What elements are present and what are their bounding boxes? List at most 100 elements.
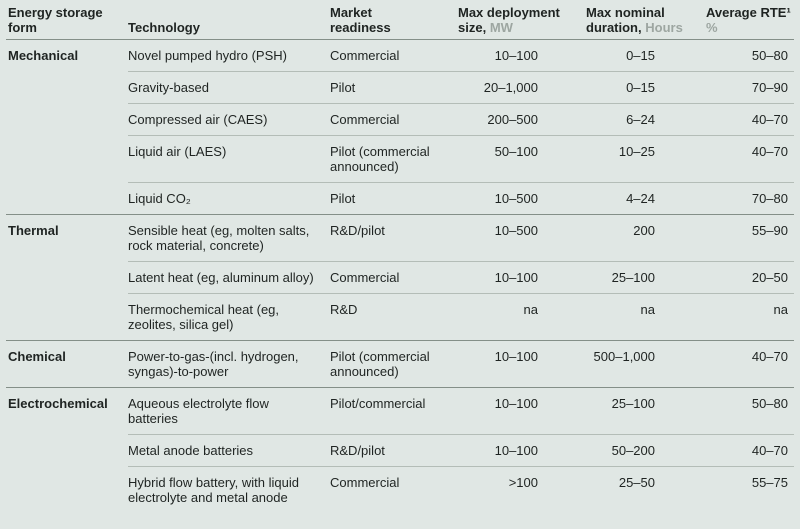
energy-storage-form-cell — [6, 466, 128, 513]
header-line2: readiness — [330, 20, 391, 35]
market-readiness-cell: Pilot — [330, 71, 446, 103]
table-row: Latent heat (eg, aluminum alloy) Commerc… — [6, 261, 794, 293]
col-header-market-readiness: Market readiness — [330, 5, 446, 35]
technology-cell: Latent heat (eg, aluminum alloy) — [128, 261, 330, 293]
max-deployment-size-cell: 20–1,000 — [446, 71, 546, 103]
average-rte-cell: 70–90 — [662, 71, 794, 103]
table-row: Compressed air (CAES) Commercial 200–500… — [6, 103, 794, 135]
max-deployment-size-cell: na — [446, 293, 546, 340]
technology-cell: Thermochemical heat (eg, zeolites, silic… — [128, 293, 330, 340]
average-rte-cell: 55–90 — [751, 223, 788, 238]
market-readiness-cell: Commercial — [330, 103, 446, 135]
table-section: Mechanical Novel pumped hydro (PSH) Comm… — [6, 39, 794, 214]
max-nominal-duration-cell: 0–15 — [546, 71, 662, 103]
technology-cell: Metal anode batteries — [128, 434, 330, 466]
energy-storage-form-cell: Electrochemical — [8, 396, 108, 411]
header-line2: duration, — [586, 20, 642, 35]
max-nominal-duration-cell: 6–24 — [546, 103, 662, 135]
col-header-max-deployment-size: Max deployment size, MW — [446, 5, 560, 35]
table-row: Chemical Power-to-gas-(incl. hydrogen, s… — [6, 341, 794, 387]
energy-storage-form-cell — [6, 182, 128, 214]
max-deployment-size-cell: 50–100 — [446, 135, 546, 182]
average-rte-cell: na — [662, 293, 794, 340]
energy-storage-form-cell — [6, 135, 128, 182]
max-nominal-duration-cell: 10–25 — [546, 135, 662, 182]
max-nominal-duration-cell: 25–100 — [611, 396, 655, 411]
header-line1: Average RTE¹ — [706, 5, 791, 20]
header-unit: Hours — [645, 20, 683, 35]
header-line1: Energy storage — [8, 5, 103, 20]
energy-storage-form-cell — [6, 434, 128, 466]
header-line1: Max nominal — [586, 5, 665, 20]
col-header-average-rte: Average RTE¹ % — [662, 5, 794, 35]
max-deployment-size-cell: 10–100 — [494, 349, 538, 364]
col-header-technology: Technology — [128, 5, 330, 35]
average-rte-cell: 55–75 — [662, 466, 794, 513]
average-rte-cell: 40–70 — [662, 135, 794, 182]
average-rte-cell: 70–80 — [662, 182, 794, 214]
energy-storage-form-cell — [6, 103, 128, 135]
average-rte-cell: 40–70 — [751, 349, 788, 364]
table-section: Electrochemical Aqueous electrolyte flow… — [6, 387, 794, 513]
header-line2: size, — [458, 20, 487, 35]
market-readiness-cell: Commercial — [330, 261, 446, 293]
table-row: Thermal Sensible heat (eg, molten salts,… — [6, 215, 794, 261]
table-section: Thermal Sensible heat (eg, molten salts,… — [6, 214, 794, 340]
technology-cell: Hybrid flow battery, with liquid electro… — [128, 466, 330, 513]
market-readiness-cell: Commercial — [330, 466, 446, 513]
col-header-energy-storage-form: Energy storage form — [6, 5, 128, 35]
table-row: Liquid air (LAES) Pilot (commercial anno… — [6, 135, 794, 182]
market-readiness-cell: R&D — [330, 293, 446, 340]
max-deployment-size-cell: >100 — [446, 466, 546, 513]
technology-cell: Liquid air (LAES) — [128, 135, 330, 182]
max-deployment-size-cell: 10–500 — [446, 182, 546, 214]
col-header-max-nominal-duration: Max nominal duration, Hours — [546, 5, 683, 35]
technology-cell: Power-to-gas-(incl. hydrogen, syngas)-to… — [128, 349, 299, 379]
energy-storage-form-cell — [6, 261, 128, 293]
max-deployment-size-cell: 10–100 — [446, 261, 546, 293]
table-row: Hybrid flow battery, with liquid electro… — [6, 466, 794, 513]
energy-storage-form-cell — [6, 71, 128, 103]
max-nominal-duration-cell: 4–24 — [546, 182, 662, 214]
energy-storage-form-cell: Mechanical — [8, 48, 79, 63]
average-rte-cell: 40–70 — [662, 434, 794, 466]
average-rte-cell: 50–80 — [751, 48, 788, 63]
technology-cell: Aqueous electrolyte flow batteries — [128, 396, 269, 426]
table-section: Chemical Power-to-gas-(incl. hydrogen, s… — [6, 340, 794, 387]
energy-storage-form-cell: Chemical — [8, 349, 66, 364]
technology-cell: Sensible heat (eg, molten salts, rock ma… — [128, 223, 310, 253]
energy-storage-form-cell: Thermal — [8, 223, 59, 238]
header-line1: Max deployment — [458, 5, 560, 20]
energy-storage-form-cell — [6, 293, 128, 340]
technology-cell: Compressed air (CAES) — [128, 103, 330, 135]
market-readiness-cell: Pilot (commercial announced) — [330, 349, 430, 379]
header-unit: MW — [489, 20, 513, 35]
header-line2: Technology — [128, 20, 200, 35]
header-line2: form — [8, 20, 37, 35]
max-nominal-duration-cell: 25–50 — [546, 466, 662, 513]
max-deployment-size-cell: 10–500 — [494, 223, 538, 238]
max-deployment-size-cell: 10–100 — [446, 434, 546, 466]
max-deployment-size-cell: 200–500 — [446, 103, 546, 135]
max-nominal-duration-cell: 50–200 — [546, 434, 662, 466]
table-row: Liquid CO₂ Pilot 10–500 4–24 70–80 — [6, 182, 794, 214]
table-row: Electrochemical Aqueous electrolyte flow… — [6, 388, 794, 434]
table-header-row: Energy storage form Technology Market re… — [6, 0, 794, 39]
max-nominal-duration-cell: 200 — [633, 223, 655, 238]
max-nominal-duration-cell: 500–1,000 — [593, 349, 655, 364]
average-rte-cell: 40–70 — [662, 103, 794, 135]
market-readiness-cell: Pilot/commercial — [330, 396, 426, 411]
technology-cell: Gravity-based — [128, 71, 330, 103]
energy-storage-table: Energy storage form Technology Market re… — [6, 0, 794, 513]
table-row: Metal anode batteries R&D/pilot 10–100 5… — [6, 434, 794, 466]
average-rte-cell: 20–50 — [662, 261, 794, 293]
market-readiness-cell: R&D/pilot — [330, 434, 446, 466]
market-readiness-cell: Pilot (commercial announced) — [330, 135, 446, 182]
table-row: Gravity-based Pilot 20–1,000 0–15 70–90 — [6, 71, 794, 103]
average-rte-cell: 50–80 — [751, 396, 788, 411]
table-row: Mechanical Novel pumped hydro (PSH) Comm… — [6, 40, 794, 71]
market-readiness-cell: Pilot — [330, 182, 446, 214]
technology-cell: Novel pumped hydro (PSH) — [128, 48, 287, 63]
technology-cell: Liquid CO₂ — [128, 182, 330, 214]
max-nominal-duration-cell: na — [546, 293, 662, 340]
